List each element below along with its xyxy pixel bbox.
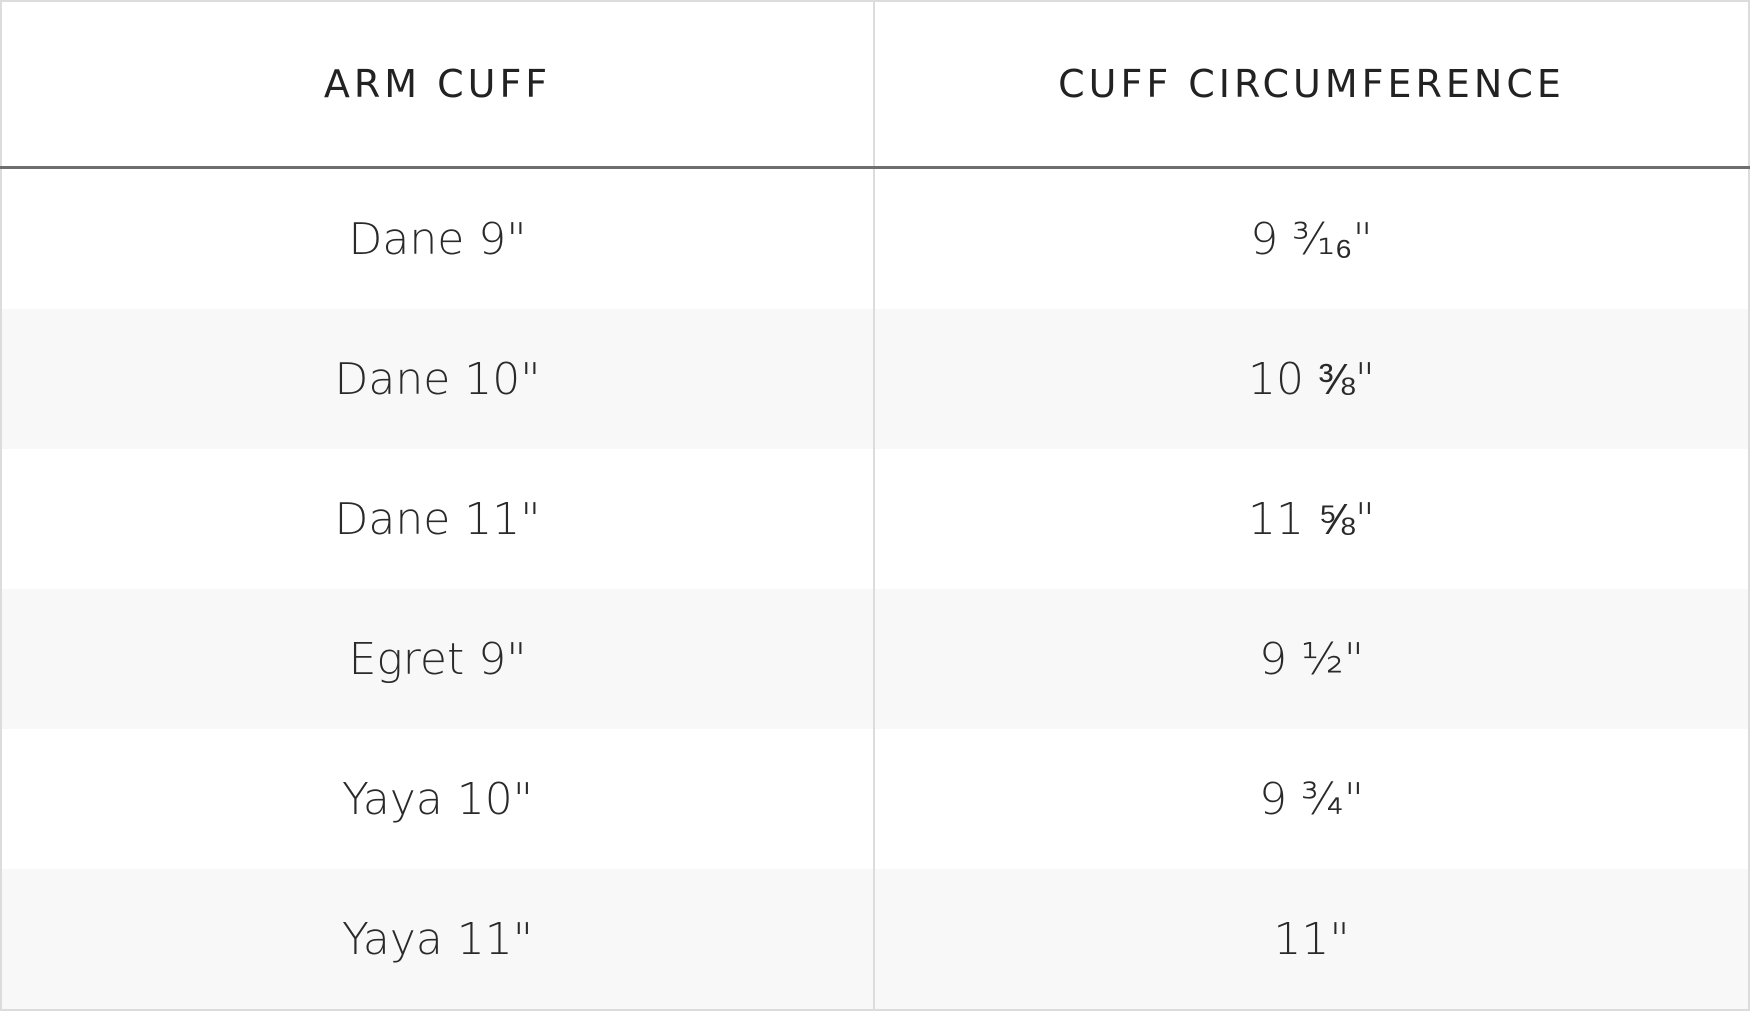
arm-cuff-cell: Dane 11" bbox=[1, 449, 875, 589]
header-arm-cuff: ARM CUFF bbox=[1, 1, 875, 169]
table-row: Yaya 11" 11" bbox=[1, 869, 1749, 1010]
arm-cuff-cell: Dane 10" bbox=[1, 309, 875, 449]
header-cuff-circumference: CUFF CIRCUMFERENCE bbox=[874, 1, 1749, 169]
circumference-cell: 9 ¾" bbox=[1259, 773, 1364, 825]
circumference-cell: 9 ½" bbox=[874, 589, 1749, 729]
circumference-cell: 11 ⅝" bbox=[1248, 493, 1375, 545]
circumference-cell: 11" bbox=[874, 869, 1749, 1010]
arm-cuff-cell: Egret 9" bbox=[1, 589, 875, 729]
table-row: Egret 9" 9 ½" bbox=[1, 589, 1749, 729]
table-row: Dane 11" 11 ⅝" bbox=[1, 449, 1749, 589]
header-row: ARM CUFF CUFF CIRCUMFERENCE bbox=[1, 1, 1749, 169]
table-row: Yaya 10" 9 ¾" bbox=[1, 729, 1749, 869]
circumference-cell: 9 ³⁄₁₆" bbox=[1250, 213, 1373, 265]
circumference-cell: 10 ⅜" bbox=[874, 309, 1749, 449]
arm-cuff-cell: Yaya 11" bbox=[1, 869, 875, 1010]
table-row: Dane 9" 9 ³⁄₁₆" bbox=[1, 167, 1749, 309]
arm-cuff-cell: Dane 9" bbox=[1, 167, 875, 309]
arm-cuff-cell: Yaya 10" bbox=[1, 729, 875, 869]
table-row: Dane 10" 10 ⅜" bbox=[1, 309, 1749, 449]
